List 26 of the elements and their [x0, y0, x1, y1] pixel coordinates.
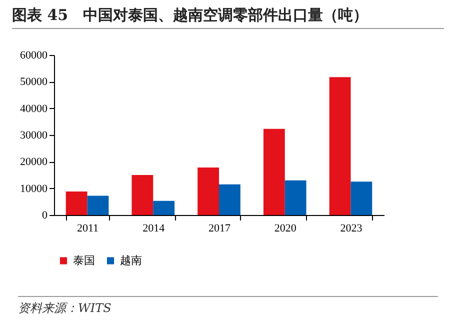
y-tick-label: 40000	[20, 102, 48, 115]
bar	[329, 77, 351, 215]
bar	[66, 192, 88, 215]
y-tick-label: 10000	[20, 182, 48, 195]
bar	[87, 196, 109, 215]
x-tick-label: 2017	[208, 222, 231, 234]
x-tick-label: 2023	[340, 222, 363, 234]
bar	[153, 200, 175, 215]
bar	[198, 168, 219, 215]
bar	[263, 128, 285, 215]
y-tick-label: 20000	[20, 156, 48, 168]
x-tick-label: 2014	[142, 222, 166, 234]
bar	[219, 184, 240, 215]
text: 资料来源：WITS	[18, 296, 438, 317]
legend-label: 越南	[120, 254, 142, 267]
y-tick-label: 60000	[20, 50, 48, 62]
bar	[284, 180, 306, 215]
y-tick-label: 0	[42, 210, 48, 222]
y-tick-label: 50000	[20, 76, 48, 88]
bar	[350, 182, 372, 215]
chart-title: 图表 45 中国对泰国、越南空调零部件出口量（吨）	[12, 6, 444, 29]
bar	[132, 175, 154, 215]
y-tick-label: 30000	[20, 130, 48, 142]
x-tick-label: 2011	[76, 222, 99, 234]
legend-label: 泰国	[73, 254, 95, 267]
x-tick-label: 2020	[274, 222, 297, 234]
